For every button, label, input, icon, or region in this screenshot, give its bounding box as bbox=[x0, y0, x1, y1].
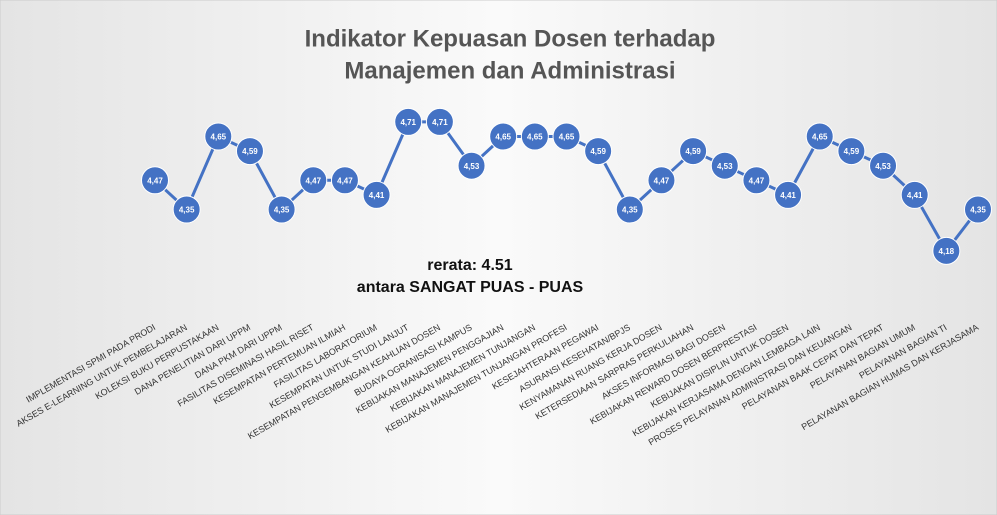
data-label: 4,65 bbox=[527, 133, 543, 142]
data-label: 4,47 bbox=[654, 176, 670, 185]
data-label: 4,65 bbox=[559, 133, 575, 142]
data-label: 4,65 bbox=[211, 133, 227, 142]
marker bbox=[710, 151, 739, 180]
marker bbox=[837, 137, 866, 166]
marker bbox=[932, 236, 961, 265]
marker bbox=[141, 166, 169, 195]
marker bbox=[362, 180, 391, 209]
marker bbox=[394, 107, 423, 136]
data-label: 4,35 bbox=[970, 206, 986, 215]
data-label: 4,59 bbox=[242, 147, 258, 156]
marker bbox=[520, 122, 549, 151]
marker bbox=[774, 180, 803, 209]
marker bbox=[489, 122, 518, 151]
chart-title: Manajemen dan Administrasi bbox=[344, 57, 675, 84]
data-label: 4,35 bbox=[274, 206, 290, 215]
data-label: 4,18 bbox=[939, 247, 955, 256]
data-label: 4,35 bbox=[179, 206, 195, 215]
marker bbox=[235, 137, 264, 166]
chart-title: Indikator Kepuasan Dosen terhadap bbox=[305, 25, 716, 52]
marker bbox=[805, 122, 834, 151]
marker bbox=[742, 166, 771, 195]
data-label: 4,53 bbox=[464, 162, 480, 171]
data-label: 4,65 bbox=[812, 133, 828, 142]
data-label: 4,41 bbox=[780, 191, 796, 200]
data-label: 4,59 bbox=[685, 147, 701, 156]
data-label: 4,47 bbox=[147, 176, 163, 185]
data-label: 4,59 bbox=[590, 147, 606, 156]
marker bbox=[425, 107, 454, 136]
marker bbox=[457, 151, 486, 180]
marker bbox=[584, 137, 613, 166]
data-label: 4,53 bbox=[717, 162, 733, 171]
data-label: 4,71 bbox=[432, 118, 448, 127]
marker bbox=[679, 137, 708, 166]
data-label: 4,41 bbox=[907, 191, 923, 200]
data-label: 4,41 bbox=[369, 191, 385, 200]
marker bbox=[204, 122, 233, 151]
marker bbox=[647, 166, 676, 195]
data-label: 4,59 bbox=[844, 147, 860, 156]
data-label: 4,71 bbox=[400, 118, 416, 127]
marker bbox=[869, 151, 898, 180]
data-label: 4,53 bbox=[875, 162, 891, 171]
data-label: 4,47 bbox=[305, 176, 321, 185]
data-label: 4,47 bbox=[337, 176, 353, 185]
marker bbox=[330, 166, 359, 195]
data-label: 4,65 bbox=[495, 133, 511, 142]
marker bbox=[900, 180, 929, 209]
annotation: rerata: 4.51 bbox=[427, 257, 512, 274]
marker bbox=[552, 122, 581, 151]
data-label: 4,47 bbox=[749, 176, 765, 185]
marker bbox=[615, 195, 644, 224]
marker bbox=[299, 166, 328, 195]
marker bbox=[964, 195, 992, 224]
marker bbox=[267, 195, 296, 224]
data-label: 4,35 bbox=[622, 206, 638, 215]
marker bbox=[172, 195, 201, 224]
annotation: antara SANGAT PUAS - PUAS bbox=[357, 279, 584, 296]
